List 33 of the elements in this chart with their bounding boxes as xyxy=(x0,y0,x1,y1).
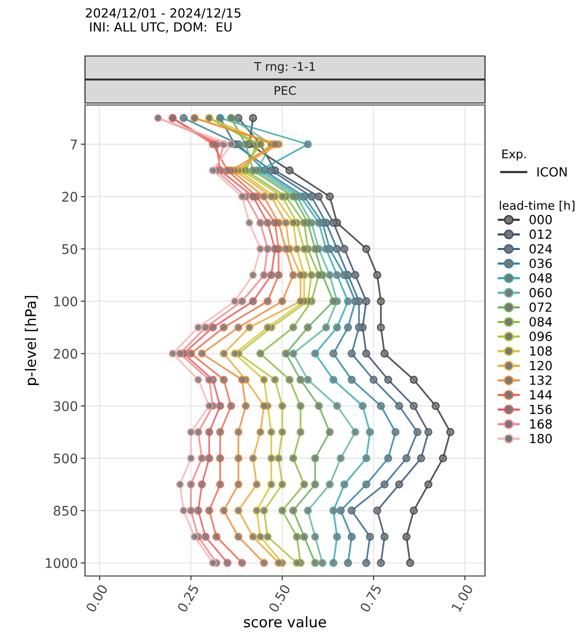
y-tick-label: 1000 xyxy=(46,558,78,568)
text: T rng: -1-1 xyxy=(254,62,315,74)
text: Exp. xyxy=(502,150,526,161)
legend-label: 108 xyxy=(530,346,552,356)
legend-label: 096 xyxy=(530,332,552,342)
y-tick-label: 300 xyxy=(54,401,78,412)
y-tick-label: 850 xyxy=(54,506,78,516)
legend-title: lead-time [h] xyxy=(500,200,574,212)
legend-label: 072 xyxy=(530,302,552,312)
text: ICON xyxy=(537,167,567,177)
y-tick-label: 100 xyxy=(54,296,78,306)
text: PEC xyxy=(274,86,296,95)
legend-label: 000 xyxy=(530,214,552,224)
y-tick-label: 500 xyxy=(54,453,78,464)
legend-label: 060 xyxy=(530,288,552,298)
legend-label: 048 xyxy=(530,273,552,283)
legend-label: 156 xyxy=(530,404,552,414)
legend-label: 132 xyxy=(530,375,552,385)
legend-label: 024 xyxy=(530,244,552,254)
y-tick-label: 20 xyxy=(62,192,78,202)
legend-label: 120 xyxy=(530,360,552,370)
y-axis-title: p-level [hPa] xyxy=(24,296,39,385)
legend-label: 144 xyxy=(530,390,552,400)
x-axis-title: score value xyxy=(244,616,326,628)
legend-label: 012 xyxy=(530,229,552,239)
y-tick-label: 50 xyxy=(62,244,78,254)
legend-label: 180 xyxy=(530,434,552,444)
legend-label: 036 xyxy=(530,258,552,268)
chart-title: 2024/12/01 - 2024/12/15 INI: ALL UTC, DOM: EU xyxy=(86,8,240,33)
y-tick-label: 7 xyxy=(70,140,77,150)
legend-label: 084 xyxy=(530,317,552,327)
legend-label: 168 xyxy=(530,419,552,429)
y-tick-label: 200 xyxy=(54,348,78,359)
